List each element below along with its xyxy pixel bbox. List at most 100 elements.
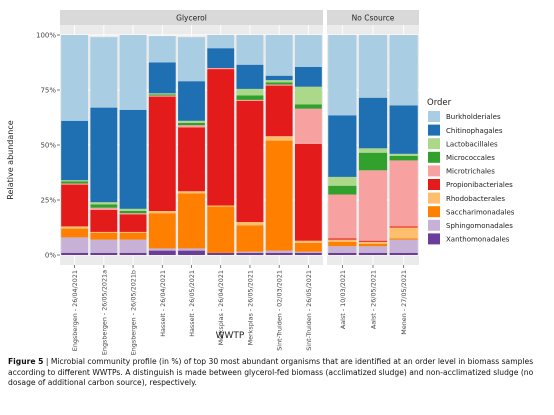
y-tick-label: 100% — [36, 32, 56, 40]
legend-label-rhodobacterales: Rhodobacterales — [446, 195, 505, 203]
bar-segment-burkholderiales — [119, 35, 147, 110]
bar-segment-micrococcales — [358, 152, 388, 171]
bar-segment-microtrichales — [265, 84, 293, 86]
bar-segment-lactobacillales — [265, 80, 293, 83]
bar-segment-saccharimonadales — [236, 225, 264, 252]
bar-segment-rhodobacterales — [358, 241, 388, 244]
panel-title: No Csource — [352, 14, 395, 23]
bar-segment-propionibacteriales — [90, 209, 118, 232]
bar-segment-lactobacillales — [294, 86, 322, 105]
bar-segment-micrococcales — [90, 204, 118, 208]
bar-segment-propionibacteriales — [236, 101, 264, 222]
bar-segment-microtrichales — [148, 95, 176, 97]
bar-segment-micrococcales — [389, 156, 418, 161]
bar-segment-sphingomonadales — [236, 251, 264, 253]
bar-segment-lactobacillales — [389, 153, 418, 156]
bar-segment-propionibacteriales — [328, 238, 357, 240]
bar-segment-lactobacillales — [328, 176, 357, 186]
legend-swatch-saccharimonadales — [428, 206, 440, 218]
bar-segment-burkholderiales — [328, 35, 357, 116]
bar-segment-xanthomonadales — [294, 252, 322, 255]
bar-segment-saccharimonadales — [207, 206, 235, 253]
bar-segment-burkholderiales — [90, 37, 118, 108]
bar-segment-chitinophagales — [358, 97, 388, 149]
x-tick-label: Engsbergen - 26/04/2021 — [71, 270, 79, 351]
chart-panels: Glycerol Engsbergen - 26/04/2021 Engsberge… — [60, 10, 419, 355]
bar-segment-rhodobacterales — [265, 136, 293, 141]
bar-segment-chitinophagales — [294, 66, 322, 87]
bar-segment-propionibacteriales — [61, 184, 89, 227]
bar-segment-micrococcales — [148, 94, 176, 96]
bar-segment-micrococcales — [119, 211, 147, 214]
bar-segment-micrococcales — [294, 104, 322, 109]
bar-segment-xanthomonadales — [148, 250, 176, 255]
bar-segment-xanthomonadales — [61, 252, 89, 255]
legend-swatch-sphingomonadales — [428, 219, 440, 231]
legend-label-micrococcales: Micrococcales — [446, 154, 495, 162]
bar-segment-saccharimonadales — [265, 140, 293, 251]
x-tick-label: Sint-Truiden - 02/03/2021 — [276, 270, 284, 351]
bar-segment-burkholderiales — [207, 35, 235, 49]
bar-segment-microtrichales — [178, 125, 205, 128]
bar-segment-sphingomonadales — [358, 246, 388, 253]
x-axis-label: WWTP — [216, 331, 245, 341]
x-tick-label: Merksplas - 26/05/2021 — [246, 270, 254, 345]
bar-segment-propionibacteriales — [294, 143, 322, 241]
bar-segment-xanthomonadales — [236, 252, 264, 255]
bar-segment-microtrichales — [119, 213, 147, 215]
bar-segment-microtrichales — [294, 108, 322, 144]
bar-segment-sphingomonadales — [294, 251, 322, 253]
legend-label-chitinophagales: Chitinophagales — [446, 127, 503, 135]
legend-label-sphingomonadales: Sphingomonadales — [446, 222, 513, 230]
bar-segment-rhodobacterales — [119, 231, 147, 233]
bar-segment-saccharimonadales — [90, 233, 118, 240]
y-axis: 0% 25% 50% 75% 100% — [36, 32, 60, 260]
x-tick-label: Engsbergen - 26/05/2021a — [100, 270, 108, 355]
legend-swatch-rhodobacterales — [428, 192, 440, 204]
bar-segment-chitinophagales — [328, 115, 357, 177]
bar-segment-xanthomonadales — [328, 252, 357, 255]
bar-segment-microtrichales — [328, 194, 357, 239]
bar-segment-propionibacteriales — [265, 85, 293, 137]
panel-strip — [60, 10, 323, 25]
bar-segment-propionibacteriales — [207, 69, 235, 206]
legend-swatch-propionibacteriales — [428, 179, 440, 190]
legend-label-microtrichales: Microtrichales — [446, 168, 495, 176]
y-tick-label: 0% — [45, 252, 56, 260]
legend-label-xanthomonadales: Xanthomonadales — [446, 236, 510, 244]
bar-segment-xanthomonadales — [178, 250, 205, 255]
bar-segment-lactobacillales — [61, 180, 89, 182]
x-tick-label: Aalst - 26/05/2021 — [370, 270, 378, 329]
bar-segment-micrococcales — [328, 185, 357, 195]
bar-segment-saccharimonadales — [358, 244, 388, 247]
bar-segment-sphingomonadales — [61, 237, 89, 253]
bar-segment-propionibacteriales — [389, 226, 418, 228]
bar-segment-sphingomonadales — [328, 246, 357, 253]
bar-segment-rhodobacterales — [61, 226, 89, 229]
x-tick-label: Hasselt - 26/05/2021 — [188, 270, 196, 337]
bar-segment-saccharimonadales — [178, 193, 205, 249]
legend-label-lactobacillales: Lactobacillales — [446, 140, 498, 148]
bar-segment-lactobacillales — [236, 88, 264, 96]
bar-segment-chitinophagales — [265, 75, 293, 81]
bar-segment-microtrichales — [61, 183, 89, 185]
bar-segment-chitinophagales — [61, 120, 89, 181]
legend-swatch-xanthomonadales — [428, 233, 440, 245]
bar-segment-sphingomonadales — [178, 248, 205, 251]
bar-segment-saccharimonadales — [148, 213, 176, 249]
bar-segment-micrococcales — [61, 181, 89, 184]
bar-segment-xanthomonadales — [265, 252, 293, 255]
bar-segment-microtrichales — [389, 160, 418, 227]
x-tick-label: Merksplas - 26/04/2021 — [217, 270, 225, 345]
y-tick-label: 75% — [40, 87, 56, 95]
bar-segment-propionibacteriales — [119, 214, 147, 232]
bar-segment-saccharimonadales — [328, 241, 357, 247]
figure-caption: Figure 5 | Microbial community profile (… — [8, 357, 548, 389]
bar-segment-microtrichales — [207, 68, 235, 70]
bar-segment-rhodobacterales — [328, 239, 357, 242]
bar-segment-chitinophagales — [207, 48, 235, 68]
y-axis-label: Relative abundance — [6, 120, 15, 199]
bar-segment-rhodobacterales — [389, 227, 418, 239]
bar-segment-burkholderiales — [389, 35, 418, 106]
